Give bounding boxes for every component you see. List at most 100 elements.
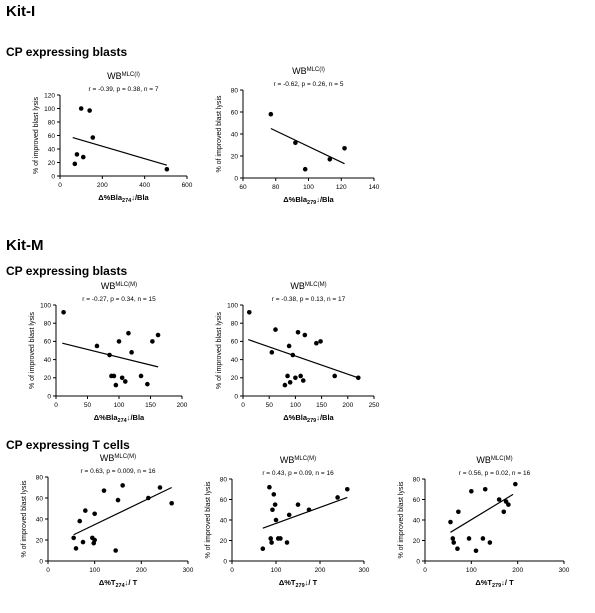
c6-y-tick-label: 60 — [413, 497, 421, 504]
c3-y-tick-label: 100 — [227, 302, 238, 309]
c0-x-tick-label: 0 — [58, 182, 62, 189]
c3-x-tick-label: 150 — [316, 402, 327, 409]
c3-x-tick-label: 100 — [290, 402, 301, 409]
c2-x-label-suffix: ↓/Bla — [127, 413, 145, 422]
c6-x-tick-label: 200 — [512, 567, 523, 574]
c1-x-axis-label: Δ%Bla279↓/Bla — [283, 195, 334, 206]
c5-data-point — [335, 495, 340, 500]
c0-wb-title: WBMLC(I) — [107, 71, 140, 81]
c6-data-point — [456, 509, 461, 515]
c5-data-point — [260, 546, 266, 551]
c6-stats-label: r = 0.56, p = 0.02, n = 16 — [459, 470, 531, 477]
c1-x-tick-label: 60 — [239, 184, 247, 191]
c3-wb-title: WBMLC(M) — [290, 281, 326, 291]
c1-data-point — [342, 146, 347, 151]
c3-y-axis-label: % of improved blast lysis — [216, 311, 223, 389]
c1-x-tick-label: 80 — [272, 184, 280, 191]
c4-data-point — [92, 537, 97, 543]
c3-stats-label: r = -0.38, p = 0.13, n = 17 — [272, 296, 346, 303]
c5-y-tick-label: 20 — [220, 538, 228, 545]
c4-x-label-suffix: ↓/ T — [125, 578, 138, 587]
c5-x-label-subscript: 279 — [295, 583, 304, 589]
c4-wb-title: WBMLC(M) — [100, 453, 136, 463]
c3-data-point — [314, 340, 319, 346]
c5-wb-superscript: MLC(M) — [294, 456, 316, 462]
c1-stats-label: r = -0.62, p = 0.26, n = 5 — [274, 81, 344, 88]
c3-x-label-subscript: 279 — [307, 418, 316, 424]
c5-wb-title: WBMLC(M) — [280, 455, 316, 465]
c3-data-point — [273, 327, 278, 332]
c5-y-axis-label: % of improved blast lysis — [205, 481, 212, 559]
c3-y-tick-label: 20 — [231, 375, 239, 382]
c1-x-label-subscript: 279 — [307, 200, 316, 206]
c0-y-axis-label: % of improved blast lysis — [33, 96, 40, 174]
c5-data-point — [295, 502, 301, 507]
c0-stats-label: r = -0.39, p = 0.38, n = 7 — [89, 86, 159, 93]
c4-stats-label: r = 0.63, p = 0.009, n = 16 — [81, 468, 156, 475]
c2-y-tick-label: 20 — [44, 375, 52, 382]
c1-x-label-suffix: ↓/Bla — [316, 195, 334, 204]
c0-x-label-subscript: 274 — [122, 198, 132, 204]
c5-y-tick-label: 40 — [220, 517, 228, 524]
c2-y-tick-label: 0 — [47, 393, 51, 400]
c3-data-point — [318, 339, 323, 344]
c1-y-tick-label: 20 — [231, 153, 239, 160]
c2-data-point — [119, 375, 125, 381]
c5-regression-line — [262, 496, 348, 529]
c4-x-tick-label: 300 — [183, 567, 194, 574]
c3-x-tick-label: 50 — [266, 402, 274, 409]
c4-data-point — [73, 546, 79, 551]
c6-data-point — [451, 540, 457, 545]
c3-data-point — [282, 382, 288, 388]
c0-y-tick-label: 100 — [44, 106, 55, 113]
c0-y-tick-label: 40 — [48, 146, 56, 153]
c3-y-tick-label: 0 — [234, 393, 238, 400]
c5-x-label-main: Δ%T — [279, 578, 296, 587]
c5-data-point — [344, 486, 350, 492]
c2-data-point — [107, 352, 112, 358]
c1-data-point — [327, 157, 333, 162]
c1-data-point — [268, 111, 274, 117]
c4-x-tick-label: 100 — [89, 567, 100, 574]
c2-wb-title: WBMLC(M) — [101, 281, 137, 291]
c4-x-tick-label: 200 — [136, 567, 147, 574]
c3-data-point — [302, 332, 308, 338]
c4-x-label-main: Δ%T — [99, 578, 116, 587]
c4-data-point — [77, 518, 83, 524]
c6-data-point — [466, 536, 472, 541]
c3-x-label-main: Δ%Bla — [283, 413, 308, 422]
c1-wb-base: WB — [292, 66, 307, 76]
c5-data-point — [278, 536, 283, 541]
c2-x-tick-label: 150 — [145, 402, 156, 409]
c3-data-point — [285, 373, 290, 379]
c0-wb-superscript: MLC(I) — [122, 72, 140, 78]
c0-y-tick-label: 120 — [44, 92, 55, 99]
c5-wb-base: WB — [280, 455, 295, 465]
c5-data-point — [269, 540, 274, 545]
c3-y-tick-label: 60 — [231, 339, 239, 346]
c4-data-point — [146, 495, 151, 501]
c6-x-tick-label: 100 — [466, 567, 477, 574]
c4-y-tick-label: 80 — [36, 474, 44, 481]
c2-x-tick-label: 50 — [84, 402, 92, 409]
chart-kit-i-274: WBMLC(I) r = -0.39, p = 0.38, n = 7 0 20 40 6… — [33, 71, 193, 204]
c4-y-tick-label: 60 — [36, 495, 44, 502]
c4-data-point — [80, 539, 86, 545]
c2-y-tick-label: 100 — [40, 302, 51, 309]
c0-x-axis-label: Δ%Bla274↓/Bla — [98, 193, 149, 204]
c3-data-point — [298, 373, 303, 379]
c4-data-point — [120, 483, 125, 488]
chart-kit-i-279: WBMLC(I) r = -0.62, p = 0.26, n = 5 0 20 40 6… — [216, 66, 380, 206]
c0-wb-base: WB — [107, 71, 122, 81]
c4-wb-superscript: MLC(M) — [114, 454, 136, 460]
c2-wb-superscript: MLC(M) — [115, 282, 137, 288]
c5-y-tick-label: 80 — [220, 476, 228, 483]
c5-data-point — [286, 512, 292, 518]
c4-x-label-subscript: 274 — [115, 583, 125, 589]
chart-tcells-279b: WBMLC(M) r = 0.56, p = 0.02, n = 16 0 20 40 6… — [398, 455, 570, 589]
c5-x-tick-label: 100 — [271, 567, 282, 574]
c0-y-tick-label: 60 — [48, 133, 56, 140]
c4-data-point — [92, 511, 97, 517]
c0-data-point — [72, 161, 78, 167]
c2-x-tick-label: 200 — [177, 402, 188, 409]
